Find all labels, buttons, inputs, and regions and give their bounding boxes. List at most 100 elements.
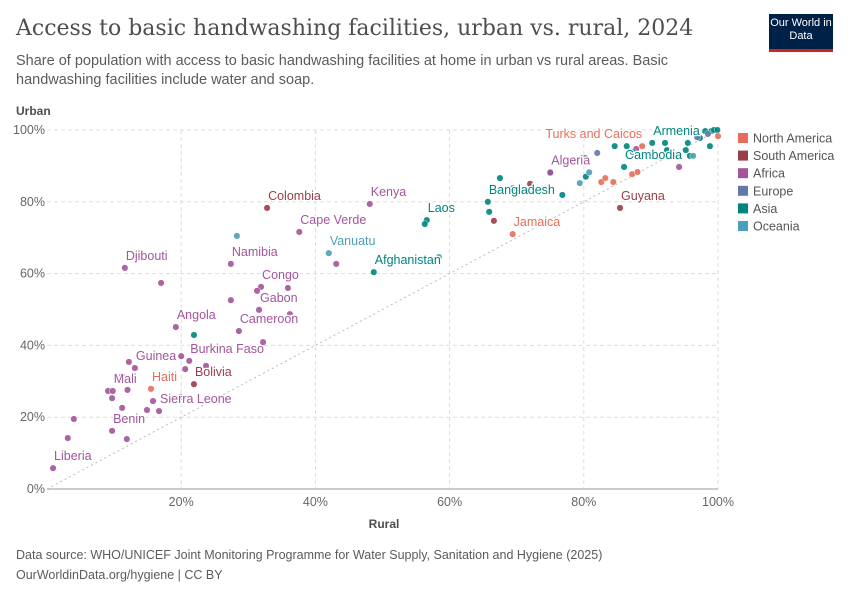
point-label: Vanuatu bbox=[330, 234, 376, 248]
data-point bbox=[157, 279, 165, 287]
data-point bbox=[648, 139, 656, 147]
data-point bbox=[693, 133, 701, 141]
data-point bbox=[259, 338, 267, 346]
data-point bbox=[149, 397, 157, 405]
y-tick-label: 60% bbox=[20, 267, 45, 281]
legend-item: Oceania bbox=[753, 220, 800, 234]
data-point bbox=[185, 357, 193, 365]
legend-swatch bbox=[738, 168, 748, 179]
diagonal-reference-line bbox=[46, 129, 719, 490]
data-point bbox=[263, 204, 271, 212]
data-point bbox=[235, 327, 243, 335]
data-point bbox=[713, 126, 721, 134]
data-point bbox=[435, 253, 443, 261]
x-tick-label: 80% bbox=[571, 495, 596, 509]
point-label: Djibouti bbox=[126, 249, 168, 263]
point-label: Afghanistan bbox=[375, 253, 441, 267]
data-point bbox=[623, 142, 631, 150]
data-point bbox=[109, 387, 117, 395]
data-point bbox=[325, 249, 333, 257]
legend-swatch bbox=[738, 203, 748, 214]
y-tick-label: 100% bbox=[13, 123, 45, 137]
data-point bbox=[64, 434, 72, 442]
data-point bbox=[593, 149, 601, 157]
point-label: Guinea bbox=[136, 349, 176, 363]
data-point bbox=[611, 142, 619, 150]
x-tick-label: 40% bbox=[303, 495, 328, 509]
data-point bbox=[108, 394, 116, 402]
y-tick-label: 40% bbox=[20, 338, 45, 352]
data-point bbox=[661, 139, 669, 147]
point-label: Colombia bbox=[268, 189, 321, 203]
point-label: Liberia bbox=[54, 449, 92, 463]
data-point bbox=[585, 168, 593, 176]
data-point bbox=[576, 179, 584, 187]
data-point bbox=[286, 310, 294, 318]
data-point bbox=[485, 208, 493, 216]
point-label: Guyana bbox=[621, 189, 665, 203]
point-label: Gabon bbox=[260, 291, 298, 305]
data-point bbox=[143, 406, 151, 414]
point-label: Armenia bbox=[653, 124, 700, 138]
data-point bbox=[233, 232, 241, 240]
point-label: Cape Verde bbox=[300, 213, 366, 227]
point-label: Namibia bbox=[232, 245, 278, 259]
data-point bbox=[370, 268, 378, 276]
x-tick-label: 60% bbox=[437, 495, 462, 509]
data-point bbox=[255, 306, 263, 314]
legend-item: North America bbox=[753, 132, 832, 146]
data-point bbox=[421, 220, 429, 228]
point-label: Turks and Caicos bbox=[545, 127, 642, 141]
y-tick-label: 20% bbox=[20, 410, 45, 424]
data-point bbox=[704, 130, 712, 138]
point-label: Sierra Leone bbox=[160, 392, 232, 406]
data-point bbox=[616, 204, 624, 212]
footer-url[interactable]: OurWorldinData.org/hygiene | CC BY bbox=[16, 568, 223, 582]
y-tick-label: 80% bbox=[20, 195, 45, 209]
data-point bbox=[147, 385, 155, 393]
data-point bbox=[49, 464, 57, 472]
legend-swatch bbox=[738, 133, 748, 143]
data-point bbox=[689, 152, 697, 160]
data-point bbox=[609, 178, 617, 186]
x-tick-label: 20% bbox=[169, 495, 194, 509]
chart-subtitle: Share of population with access to basic… bbox=[16, 53, 669, 88]
y-axis-label: Urban bbox=[16, 104, 51, 118]
y-tick-label: 0% bbox=[27, 482, 45, 496]
data-point bbox=[509, 184, 517, 192]
data-source: Data source: WHO/UNICEF Joint Monitoring… bbox=[16, 548, 603, 562]
legend-item: South America bbox=[753, 149, 834, 163]
x-axis-label: Rural bbox=[369, 517, 400, 531]
data-point bbox=[638, 142, 646, 150]
owid-logo[interactable]: Our World in Data bbox=[769, 14, 833, 52]
data-point bbox=[155, 407, 163, 415]
data-point bbox=[118, 372, 126, 380]
chart-title: Access to basic handwashing facilities, … bbox=[16, 16, 694, 41]
point-label: Burkina Faso bbox=[190, 342, 264, 356]
data-point bbox=[601, 174, 609, 182]
data-point bbox=[633, 168, 642, 176]
legend-item: Asia bbox=[753, 202, 777, 216]
data-point bbox=[118, 404, 126, 412]
data-point bbox=[684, 139, 692, 147]
data-point bbox=[581, 154, 589, 162]
data-point bbox=[121, 264, 129, 272]
point-label: Laos bbox=[428, 201, 455, 215]
point-label: Benin bbox=[113, 412, 145, 426]
data-point bbox=[620, 163, 628, 171]
data-point bbox=[202, 362, 210, 370]
data-point bbox=[131, 364, 139, 372]
point-label: Bangladesh bbox=[489, 183, 555, 197]
data-point bbox=[509, 230, 517, 238]
point-label: Kenya bbox=[371, 185, 406, 199]
data-point bbox=[526, 180, 534, 188]
data-point bbox=[682, 146, 690, 154]
legend-swatch bbox=[738, 150, 748, 161]
data-point bbox=[125, 358, 133, 366]
data-point bbox=[714, 132, 722, 140]
data-point bbox=[675, 163, 683, 171]
data-point bbox=[227, 260, 235, 268]
point-label: Mali bbox=[114, 372, 137, 386]
data-point bbox=[490, 217, 498, 225]
